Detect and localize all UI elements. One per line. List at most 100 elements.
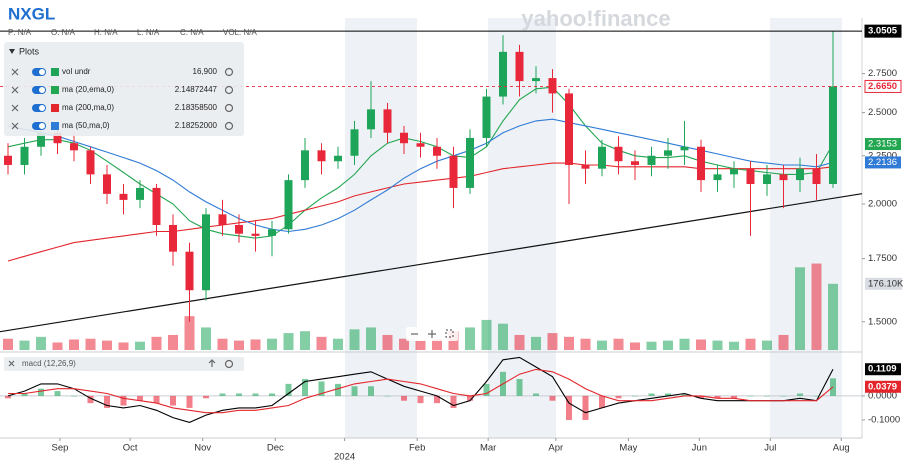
candle-body	[532, 78, 540, 82]
macd-tag	[865, 363, 901, 376]
zoom-fit[interactable]	[445, 329, 454, 338]
candle-body	[433, 146, 441, 156]
volume-bar	[366, 327, 376, 350]
candle-body	[548, 78, 557, 94]
volume-bar	[564, 336, 574, 350]
candle-body	[268, 229, 276, 236]
remove-icon[interactable]	[8, 360, 15, 367]
x-tick-label: Mar	[480, 443, 496, 454]
candle-body	[70, 143, 78, 151]
trendline	[0, 193, 863, 333]
macd-histogram-bar	[368, 386, 374, 396]
candle-body	[103, 174, 111, 194]
toggle-knob	[39, 69, 45, 75]
macd-histogram-bar	[632, 395, 638, 397]
volume-bar	[36, 336, 46, 350]
macd-histogram-bar	[21, 393, 28, 396]
volume-bar	[135, 341, 145, 350]
x-tick-label: Aug	[833, 443, 850, 454]
candle-body	[251, 233, 260, 236]
ma-line	[7, 118, 834, 233]
candle-body	[301, 150, 309, 181]
legend-readout: 2.18358500	[175, 103, 218, 112]
volume-layer	[0, 263, 862, 420]
watermark: yahoo!finance	[521, 6, 670, 31]
volume-bar	[679, 338, 690, 350]
x-tick-label: May	[619, 443, 637, 454]
candle-body	[86, 150, 95, 175]
settings-icon[interactable]	[224, 85, 234, 95]
remove-icon[interactable]	[11, 68, 19, 76]
x-tick-label: Sep	[52, 443, 69, 454]
move-up-icon[interactable]	[208, 359, 216, 367]
settings-icon[interactable]	[224, 103, 234, 113]
volume-bar	[102, 340, 112, 350]
ohlc-label: P: N/A	[8, 28, 32, 37]
candle-body	[20, 146, 29, 165]
settings-icon[interactable]	[224, 359, 234, 369]
candle-body	[350, 129, 359, 156]
volume-bar	[184, 316, 195, 350]
price-tag-label: 3.0505	[868, 26, 898, 37]
remove-icon[interactable]	[11, 86, 19, 94]
remove-icon[interactable]	[11, 122, 19, 130]
remove-icon[interactable]	[11, 104, 19, 112]
x-year-label: 2024	[334, 452, 355, 460]
macd-histogram-bar	[813, 395, 820, 397]
macd-histogram-bar	[269, 393, 275, 396]
macd-histogram-bar	[582, 395, 589, 420]
macd-histogram-bar	[219, 393, 226, 396]
macd-histogram-bar	[747, 395, 754, 397]
macd-histogram-bar	[566, 395, 572, 420]
settings-icon[interactable]	[224, 67, 234, 77]
collapse-icon[interactable]	[9, 49, 15, 54]
candle-body	[664, 150, 672, 156]
volume-bar	[415, 340, 426, 350]
volume-bar	[745, 338, 756, 350]
macd-histogram-bar	[467, 395, 473, 401]
macd-histogram-bar	[285, 383, 292, 396]
volume-bar	[399, 338, 409, 350]
volume-bar	[663, 340, 673, 350]
macd-histogram-bar	[483, 383, 490, 396]
candle-body	[383, 109, 392, 133]
toggle-knob	[39, 87, 45, 93]
volume-bar	[729, 341, 739, 350]
series-tag	[865, 156, 901, 169]
candle-body	[746, 168, 755, 184]
volume-bar	[382, 334, 393, 350]
volume-tag-label: 176.10K	[868, 278, 903, 289]
macd-histogram-bar	[170, 395, 176, 406]
macd-tick-label: -0.1000	[868, 414, 900, 425]
ohlc-label: C: N/A	[180, 28, 204, 37]
candle-body	[317, 150, 326, 162]
macd-histogram-bar	[797, 393, 803, 396]
candle-body	[631, 161, 639, 165]
volume-bar	[795, 267, 805, 350]
x-tick-label: Nov	[194, 443, 211, 454]
settings-icon[interactable]	[224, 121, 234, 131]
macd-signal-line	[8, 368, 834, 414]
macd-histogram-bar	[599, 395, 605, 408]
volume-bar	[432, 339, 442, 350]
volume-bar	[580, 338, 591, 350]
volume-bar	[217, 338, 228, 350]
volume-bar	[85, 338, 96, 350]
candle-body	[565, 93, 573, 165]
price-tag-label: 2.6650	[868, 81, 897, 92]
candle-body	[53, 132, 62, 144]
ma-line	[7, 162, 834, 262]
macd-histogram-bar	[104, 395, 110, 408]
macd-histogram-bar	[153, 395, 160, 404]
macd-histogram-bar	[120, 395, 127, 406]
volume-bar	[250, 339, 261, 350]
price-tag	[864, 24, 902, 38]
volume-bar	[316, 336, 327, 350]
volume-bar	[597, 340, 607, 350]
macd-histogram-bar	[38, 388, 44, 396]
macd-histogram-bar	[384, 395, 391, 397]
zoom-controls	[406, 327, 458, 341]
candle-body	[449, 155, 458, 188]
